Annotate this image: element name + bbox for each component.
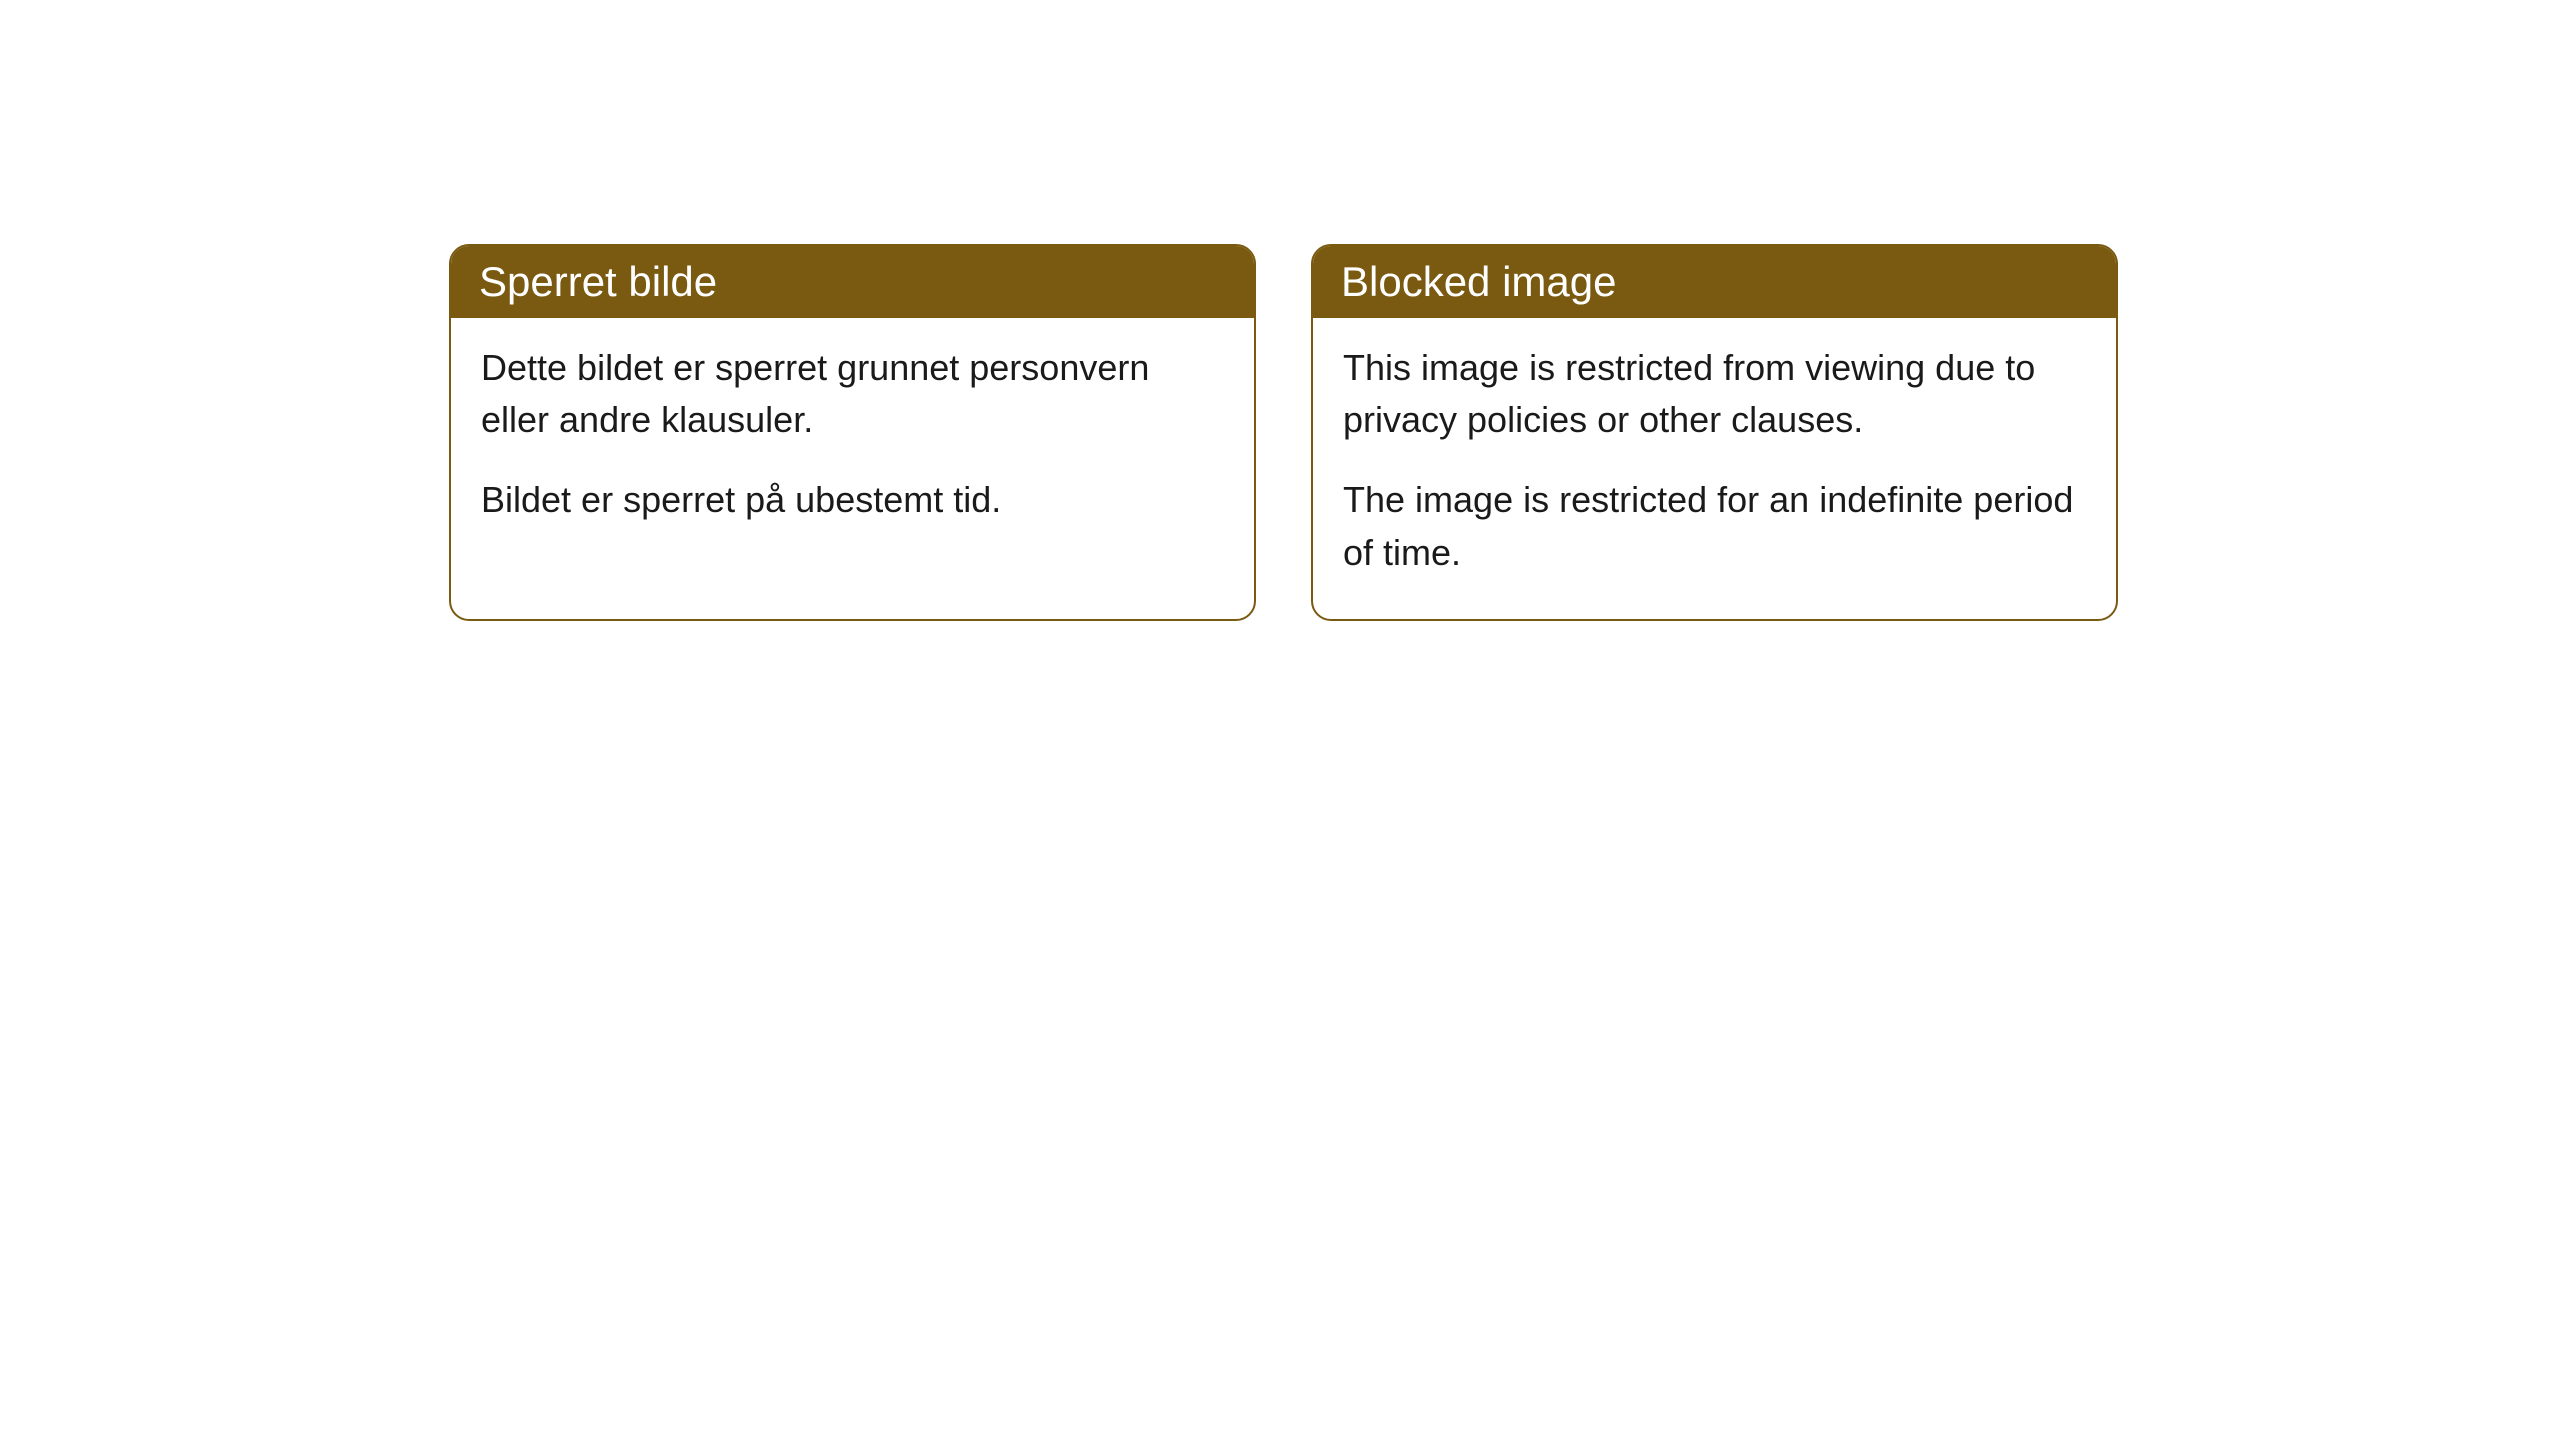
notice-paragraph-1-norwegian: Dette bildet er sperret grunnet personve… [481, 342, 1224, 446]
notice-card-english: Blocked image This image is restricted f… [1311, 244, 2118, 621]
notice-title-norwegian: Sperret bilde [479, 258, 717, 305]
notice-body-english: This image is restricted from viewing du… [1313, 318, 2116, 619]
notice-body-norwegian: Dette bildet er sperret grunnet personve… [451, 318, 1254, 567]
notice-paragraph-1-english: This image is restricted from viewing du… [1343, 342, 2086, 446]
notice-card-norwegian: Sperret bilde Dette bildet er sperret gr… [449, 244, 1256, 621]
notice-paragraph-2-norwegian: Bildet er sperret på ubestemt tid. [481, 474, 1224, 526]
notice-title-english: Blocked image [1341, 258, 1616, 305]
notice-header-norwegian: Sperret bilde [451, 246, 1254, 318]
notice-paragraph-2-english: The image is restricted for an indefinit… [1343, 474, 2086, 578]
notice-container: Sperret bilde Dette bildet er sperret gr… [449, 244, 2118, 621]
notice-header-english: Blocked image [1313, 246, 2116, 318]
